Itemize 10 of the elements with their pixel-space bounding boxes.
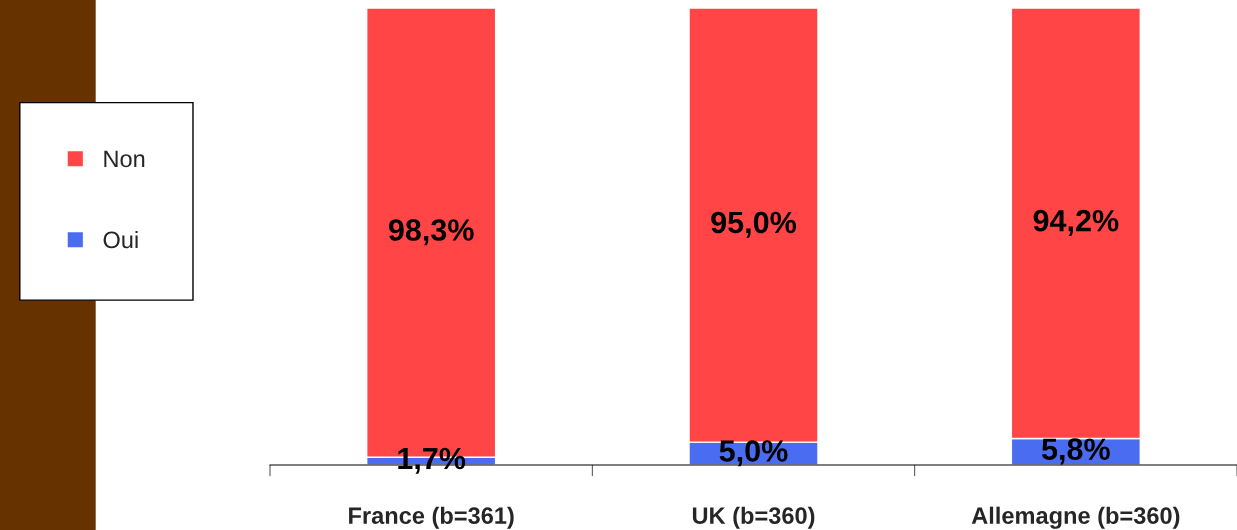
data-label: 5,0%	[719, 440, 788, 467]
data-label: 5,8%	[1041, 438, 1110, 465]
data-label: 95,0%	[711, 211, 797, 238]
data-label: 94,2%	[1033, 209, 1119, 236]
x-tick-label: France (b=361)	[349, 506, 514, 529]
x-tick-label: Allemagne (b=360)	[971, 506, 1180, 529]
x-tick-label: UK (b=360)	[692, 506, 815, 529]
legend-label: Non	[104, 150, 145, 168]
data-label: 98,3%	[388, 219, 474, 246]
legend-label: Oui	[103, 230, 138, 249]
